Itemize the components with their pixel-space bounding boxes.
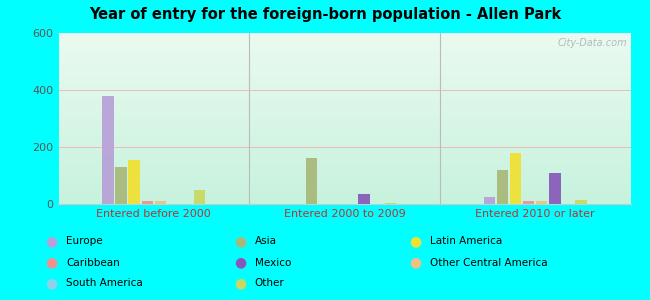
Bar — [549, 173, 560, 204]
Text: ●: ● — [46, 277, 58, 290]
Bar — [194, 190, 205, 204]
Bar — [484, 197, 495, 204]
Bar — [536, 201, 547, 204]
Text: Latin America: Latin America — [430, 236, 502, 247]
Text: Year of entry for the foreign-born population - Allen Park: Year of entry for the foreign-born popul… — [89, 8, 561, 22]
Bar — [115, 167, 127, 204]
Bar — [102, 96, 114, 204]
Text: City-Data.com: City-Data.com — [558, 38, 628, 48]
Text: Asia: Asia — [255, 236, 277, 247]
Bar — [575, 200, 587, 204]
Bar — [129, 160, 140, 204]
Bar — [497, 170, 508, 204]
Text: ●: ● — [234, 277, 246, 290]
Text: ●: ● — [234, 256, 246, 269]
Text: ●: ● — [410, 235, 422, 248]
Text: ●: ● — [46, 235, 58, 248]
Text: Other: Other — [255, 278, 285, 289]
Bar — [510, 153, 521, 204]
Text: Mexico: Mexico — [255, 257, 291, 268]
Text: Caribbean: Caribbean — [66, 257, 120, 268]
Text: Europe: Europe — [66, 236, 103, 247]
Text: South America: South America — [66, 278, 143, 289]
Text: ●: ● — [410, 256, 422, 269]
Bar — [142, 201, 153, 204]
Bar — [358, 194, 370, 204]
Text: Other Central America: Other Central America — [430, 257, 548, 268]
Bar — [385, 202, 396, 204]
Text: ●: ● — [234, 235, 246, 248]
Bar — [306, 158, 317, 204]
Text: ●: ● — [46, 256, 58, 269]
Bar — [523, 201, 534, 204]
Bar — [155, 201, 166, 204]
